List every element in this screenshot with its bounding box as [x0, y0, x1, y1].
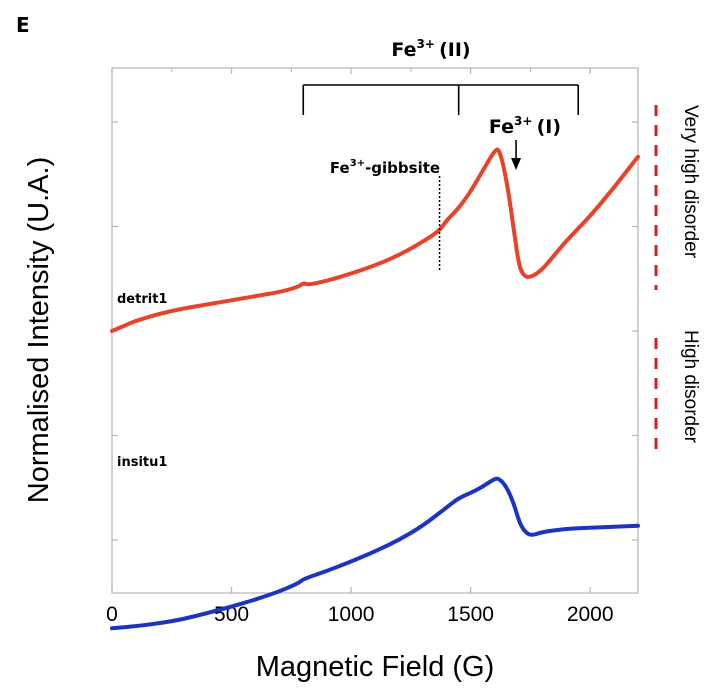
- x-tick-label: 2000: [567, 603, 614, 626]
- fe-ii-bracket: [302, 84, 580, 115]
- y-axis-label: Normalised Intensity (U.A.): [23, 157, 55, 504]
- x-axis-label: Magnetic Field (G): [256, 651, 495, 683]
- x-ticks: 0 500 1000 1500 2000: [106, 68, 614, 626]
- series-label-insitu1: insitu1: [117, 455, 167, 470]
- series-line-insitu1: [110, 476, 640, 631]
- fe-i-arrow: [511, 140, 522, 170]
- fe-i-label: Fe3+ (I): [489, 114, 561, 138]
- x-tick-label: 1000: [328, 603, 375, 626]
- panel-label: E: [16, 13, 30, 37]
- high-disorder-label: High disorder: [680, 330, 701, 444]
- series-line-detrit1: [110, 147, 640, 333]
- plot-frame: [111, 67, 639, 594]
- fe-ii-label: Fe3+ (II): [391, 37, 470, 61]
- very-high-disorder-label: Very high disorder: [680, 105, 701, 259]
- x-tick-label: 0: [106, 603, 118, 626]
- y-ticks: [112, 121, 638, 541]
- gibbsite-label: Fe3+-gibbsite: [330, 158, 440, 177]
- series-label-detrit1: detrit1: [117, 292, 167, 307]
- arrow-head: [511, 158, 522, 170]
- x-tick-label: 1500: [447, 603, 494, 626]
